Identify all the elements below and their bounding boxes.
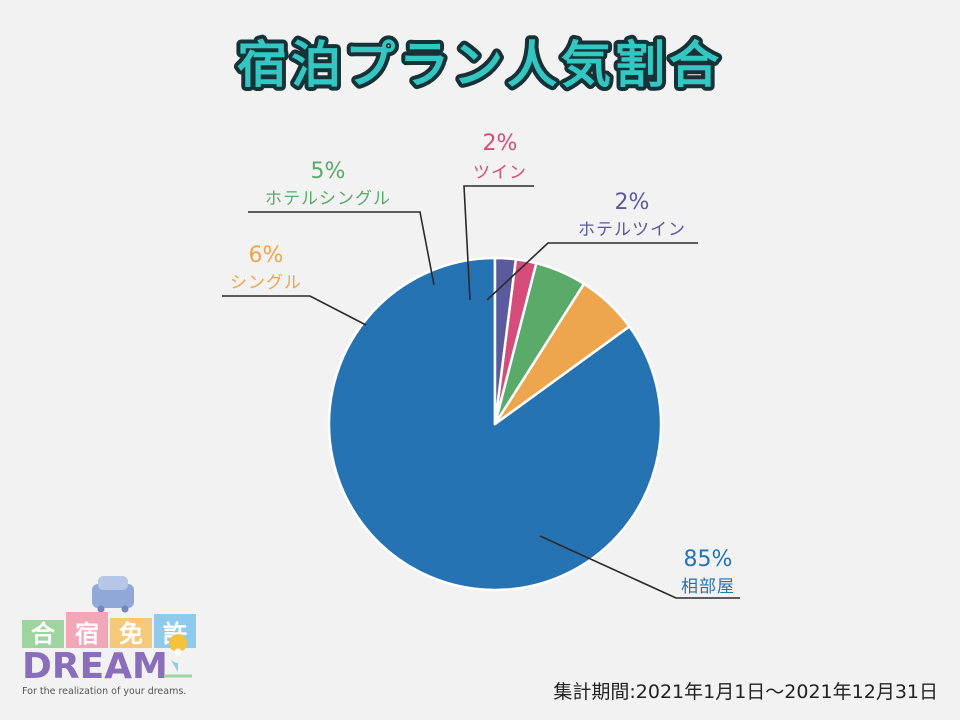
pie-labels: 85% 相部屋 6% シングル 5% ホテルシングル 2% ツイン 2% ホテルツイン <box>222 131 740 599</box>
logo-tile-2 <box>66 612 108 648</box>
slice-name-label-3: ホテルシングル <box>265 189 391 209</box>
slice-percent-label-1: 85% <box>684 547 733 572</box>
logo: 合宿免許 DREAM For the realization of your d… <box>22 576 196 697</box>
aggregation-period: 集計期間:2021年1月1日～2021年12月31日 <box>553 681 938 703</box>
leader-line-3 <box>248 211 435 286</box>
slice-name-label-5: ホテルツイン <box>578 220 686 240</box>
pie-chart <box>327 256 663 592</box>
slice-name-label-4: ツイン <box>473 163 527 183</box>
slice-name-label-1: 相部屋 <box>681 577 735 597</box>
pie-slice-5 <box>493 256 518 426</box>
leader-line-4 <box>463 185 534 301</box>
logo-kanji-1: 合 <box>31 620 56 648</box>
map-pin-icon <box>164 634 192 678</box>
logo-tagline: For the realization of your dreams. <box>22 686 186 697</box>
slice-percent-label-4: 2% <box>483 131 518 156</box>
logo-kanji-2: 宿 <box>75 620 99 648</box>
logo-car-icon <box>92 576 134 613</box>
slice-percent-label-3: 5% <box>311 159 346 184</box>
chart-title: 宿泊プラン人気割合 <box>237 36 723 94</box>
slice-percent-label-2: 6% <box>249 243 284 268</box>
logo-tile-3 <box>110 618 152 648</box>
slice-percent-label-5: 2% <box>615 190 650 215</box>
logo-tile-1 <box>22 620 64 648</box>
logo-kanji-3: 免 <box>119 620 143 648</box>
leader-line-1 <box>539 535 740 599</box>
leader-line-5 <box>486 242 698 301</box>
slice-name-label-2: シングル <box>230 273 302 293</box>
leader-line-2 <box>222 295 367 326</box>
logo-wordmark: DREAM <box>22 646 168 687</box>
